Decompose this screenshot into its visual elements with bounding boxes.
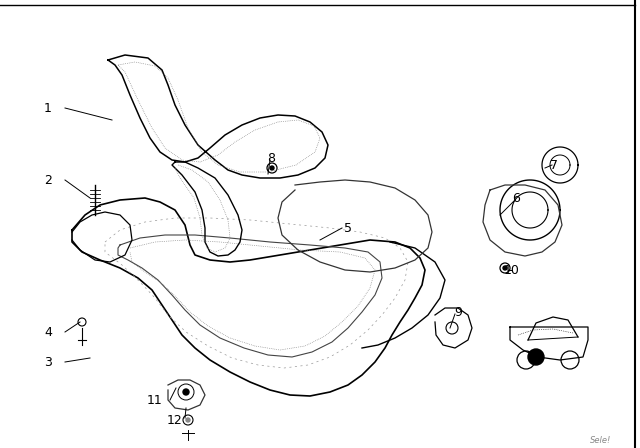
Text: 10: 10 bbox=[504, 263, 520, 276]
Text: 8: 8 bbox=[267, 151, 275, 164]
Text: 11: 11 bbox=[147, 393, 162, 406]
Text: 4: 4 bbox=[44, 326, 52, 339]
Circle shape bbox=[528, 349, 544, 365]
Circle shape bbox=[183, 389, 189, 395]
Text: 5: 5 bbox=[344, 221, 352, 234]
Circle shape bbox=[270, 166, 274, 170]
Text: Sele!: Sele! bbox=[590, 436, 611, 445]
Text: 12: 12 bbox=[166, 414, 182, 426]
Circle shape bbox=[503, 266, 507, 270]
Text: 1: 1 bbox=[44, 102, 52, 115]
Text: 9: 9 bbox=[454, 306, 462, 319]
Text: 3: 3 bbox=[44, 356, 52, 369]
Text: 7: 7 bbox=[550, 159, 558, 172]
Text: 6: 6 bbox=[512, 191, 520, 204]
Circle shape bbox=[186, 418, 190, 422]
Text: 2: 2 bbox=[44, 173, 52, 186]
